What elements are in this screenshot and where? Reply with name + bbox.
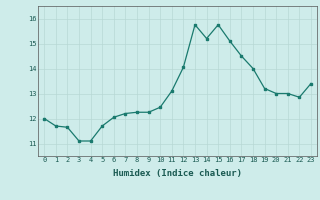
X-axis label: Humidex (Indice chaleur): Humidex (Indice chaleur) <box>113 169 242 178</box>
